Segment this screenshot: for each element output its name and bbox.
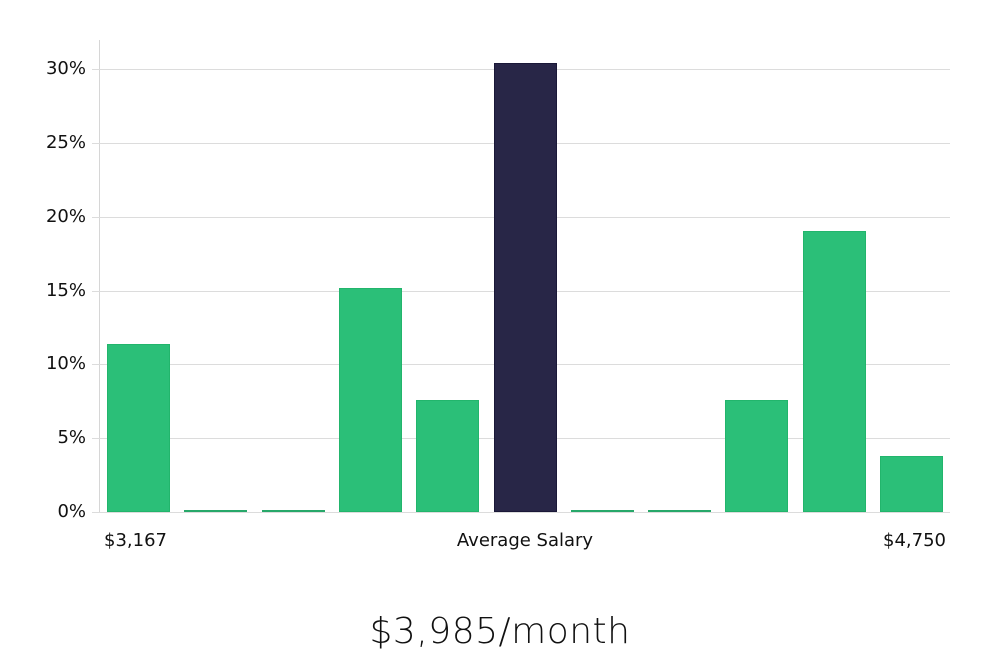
histogram-bar	[262, 510, 325, 512]
histogram-bar-highlighted	[494, 63, 557, 512]
histogram-bar	[880, 456, 943, 512]
x-axis-min-label: $3,167	[104, 530, 167, 551]
y-tick-label: 0%	[57, 501, 86, 522]
y-tick-label: 15%	[45, 280, 86, 301]
x-axis-max-label: $4,750	[883, 530, 946, 551]
y-axis-line	[99, 40, 100, 512]
salary-histogram: 0% 5% 10% 15% 20% 25% 30% $3,167 Average Salar…	[45, 40, 950, 551]
histogram-bar	[416, 400, 479, 512]
y-tick-label: 5%	[57, 427, 86, 448]
histogram-bar	[339, 288, 402, 512]
y-tick-label: 25%	[45, 132, 86, 153]
gridline	[92, 512, 950, 513]
x-axis-title: Average Salary	[456, 530, 594, 551]
average-salary-headline: $3,985/month	[369, 611, 631, 652]
y-tick-label: 10%	[45, 353, 86, 374]
histogram-bar	[803, 231, 866, 512]
histogram-bar	[648, 510, 711, 512]
histogram-bar	[107, 344, 170, 512]
y-tick-label: 20%	[45, 206, 86, 227]
histogram-bar	[571, 510, 634, 512]
histogram-bar	[184, 510, 247, 512]
histogram-bar	[725, 400, 788, 512]
y-tick-label: 30%	[45, 58, 86, 79]
